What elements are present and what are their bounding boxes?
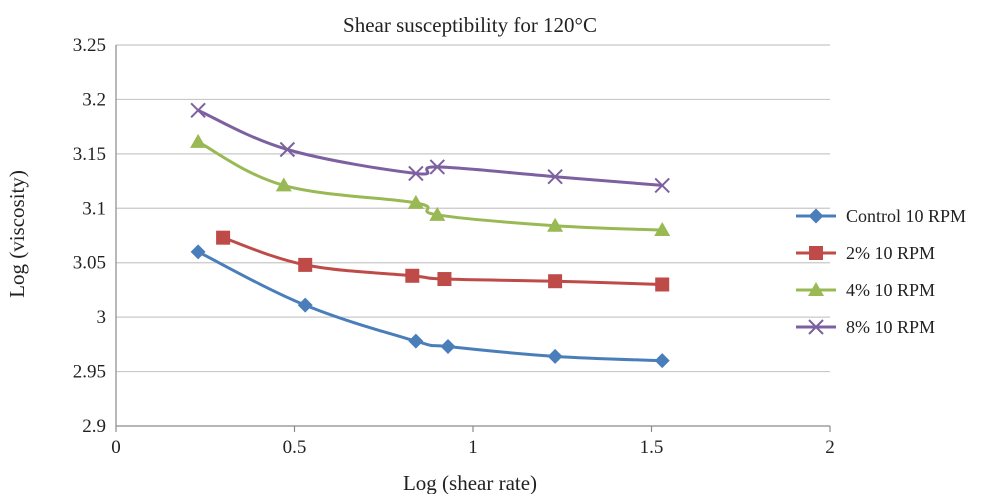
legend-item-2: 2% 10 RPM xyxy=(796,243,935,263)
y-tick-label: 3.25 xyxy=(73,35,106,56)
series-1-point xyxy=(654,353,670,369)
series-4-point xyxy=(654,177,670,194)
series-3-point xyxy=(407,194,424,209)
y-tick-label: 3.05 xyxy=(73,253,106,274)
y-tick-label: 3.2 xyxy=(82,89,106,110)
x-tick-label: 1.5 xyxy=(640,437,664,458)
series-1-point xyxy=(408,333,424,349)
series-1-line xyxy=(197,250,663,363)
legend-swatch-marker xyxy=(808,319,824,335)
legend-item-3: 4% 10 RPM xyxy=(796,280,935,300)
legend: Control 10 RPM 2% 10 RPM 4% 10 RPM 8% 10 RP… xyxy=(796,206,966,337)
series-3-point xyxy=(190,133,207,148)
series-2-point xyxy=(655,277,670,292)
series-4-point xyxy=(408,165,424,182)
series-3-point xyxy=(547,217,564,232)
x-axis-title: Log (shear rate) xyxy=(403,471,537,494)
legend-item-4: 8% 10 RPM xyxy=(796,317,935,337)
series-3-line xyxy=(197,140,663,232)
chart-title: Shear susceptibility for 120°C xyxy=(343,13,597,37)
series-1-point xyxy=(190,244,206,260)
legend-item-1: Control 10 RPM xyxy=(796,206,966,226)
series-3-point xyxy=(275,177,292,192)
series-2-point xyxy=(405,268,420,283)
series-2-point xyxy=(216,230,231,245)
series-4-point xyxy=(279,141,296,158)
y-tick-label: 3 xyxy=(97,307,107,328)
y-axis-title: Log (viscosity) xyxy=(5,170,29,298)
series-1-point xyxy=(440,339,456,355)
series-2-point xyxy=(548,274,563,289)
gridlines xyxy=(116,44,830,373)
series-3-point xyxy=(429,206,446,221)
legend-swatch-marker xyxy=(808,208,824,224)
tick-labels: 2.9 2.95 3 3.05 3.1 3.15 3.2 3.25 0 0.5 1 1.5 2 xyxy=(73,35,835,458)
series-3-point xyxy=(654,222,671,237)
series-1 xyxy=(190,244,670,369)
series-4-point xyxy=(190,102,206,119)
legend-swatch-marker xyxy=(808,282,824,296)
y-tick-label: 2.95 xyxy=(73,362,106,383)
y-tick-label: 2.9 xyxy=(82,416,106,437)
legend-label: 4% 10 RPM xyxy=(846,280,935,300)
x-tick-label: 0.5 xyxy=(283,437,307,458)
y-tick-label: 3.1 xyxy=(82,198,106,219)
series-layer xyxy=(190,102,671,369)
y-tick-label: 3.15 xyxy=(73,144,106,165)
series-1-point xyxy=(297,297,313,313)
series-4-point xyxy=(429,159,446,175)
legend-label: 8% 10 RPM xyxy=(846,317,935,337)
series-2-point xyxy=(437,272,452,287)
axes xyxy=(115,45,831,432)
series-4-point xyxy=(547,169,563,185)
x-tick-label: 1 xyxy=(468,437,478,458)
x-tick-label: 0 xyxy=(111,437,121,458)
legend-label: 2% 10 RPM xyxy=(846,243,935,263)
series-3 xyxy=(190,133,671,237)
legend-swatch-marker xyxy=(809,246,823,260)
series-2-point xyxy=(298,257,313,272)
series-4-line xyxy=(197,108,663,187)
legend-label: Control 10 RPM xyxy=(846,206,966,226)
x-tick-label: 2 xyxy=(825,437,835,458)
series-2 xyxy=(216,230,670,292)
series-1-point xyxy=(547,348,563,364)
series-4 xyxy=(190,102,670,194)
